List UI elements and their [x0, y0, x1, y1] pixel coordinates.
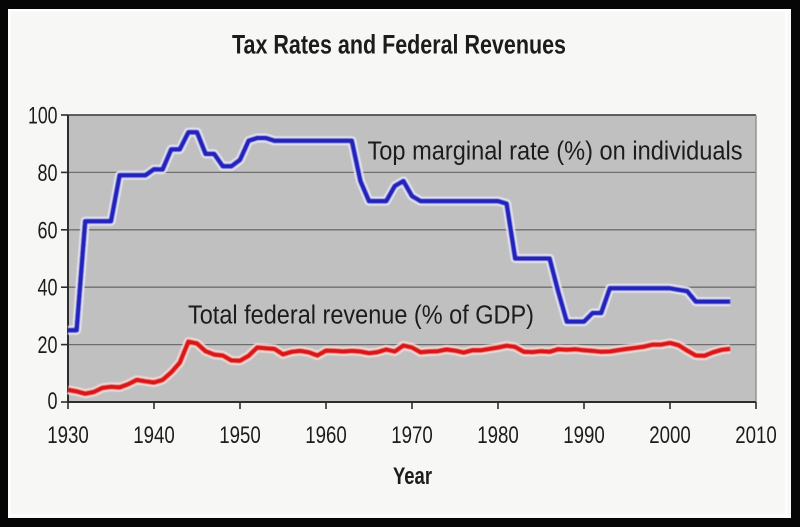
svg-text:1950: 1950: [219, 422, 261, 449]
svg-text:2010: 2010: [735, 422, 777, 449]
svg-text:1930: 1930: [47, 422, 89, 449]
svg-text:Tax Rates and Federal Revenues: Tax Rates and Federal Revenues: [232, 30, 566, 60]
svg-text:Year: Year: [393, 463, 432, 490]
svg-text:1980: 1980: [477, 422, 519, 449]
svg-text:Top marginal rate (%) on indiv: Top marginal rate (%) on individuals: [368, 138, 743, 166]
svg-text:1960: 1960: [305, 422, 347, 449]
svg-text:100: 100: [28, 103, 58, 130]
svg-text:20: 20: [38, 332, 58, 359]
svg-text:1990: 1990: [563, 422, 605, 449]
svg-text:0: 0: [48, 388, 58, 415]
svg-text:1940: 1940: [133, 422, 175, 449]
svg-text:80: 80: [38, 160, 58, 187]
svg-text:40: 40: [38, 275, 58, 302]
svg-text:Total federal revenue (% of GD: Total federal revenue (% of GDP): [188, 302, 534, 330]
svg-text:1970: 1970: [391, 422, 433, 449]
svg-text:2000: 2000: [649, 422, 691, 449]
svg-text:60: 60: [38, 217, 58, 244]
